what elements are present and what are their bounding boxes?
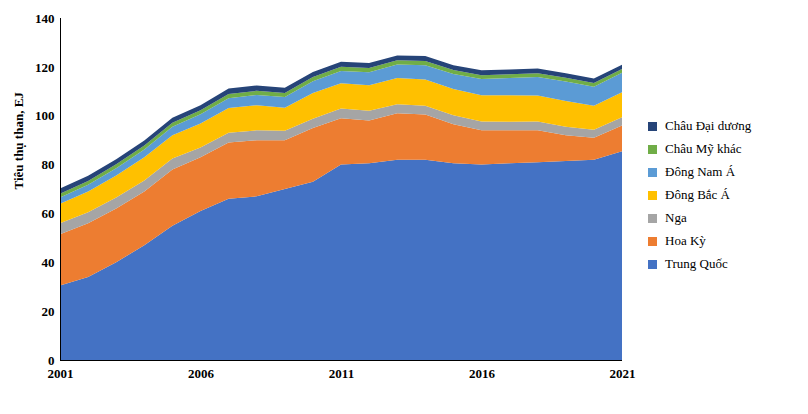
- html-text:Châu Đại dương: Châu Đại dương: [665, 118, 752, 133]
- svg-text:2011: 2011: [329, 366, 354, 381]
- svg-text:140: 140: [35, 11, 55, 26]
- svg-text:60: 60: [42, 206, 55, 221]
- svg-text:40: 40: [42, 255, 55, 270]
- html-text:Hoa Kỳ: Hoa Kỳ: [665, 233, 706, 248]
- svg-text:2016: 2016: [469, 366, 496, 381]
- svg-text:120: 120: [35, 60, 55, 75]
- svg-text:20: 20: [42, 304, 55, 319]
- svg-text:2021: 2021: [610, 366, 636, 381]
- html-text:Đông Bắc Á: Đông Bắc Á: [665, 187, 730, 202]
- html-text:Trung Quốc: Trung Quốc: [665, 256, 728, 271]
- svg-text:0: 0: [48, 352, 55, 368]
- html-text:Đông Nam Á: Đông Nam Á: [665, 164, 735, 179]
- svg-text:2001: 2001: [48, 366, 74, 381]
- html-text:Nga: Nga: [665, 210, 687, 225]
- svg-text:100: 100: [35, 108, 55, 123]
- svg-text:2006: 2006: [188, 366, 215, 381]
- svg-text:Tiêu thụ than, EJ: Tiêu thụ than, EJ: [11, 92, 26, 190]
- svg-text:80: 80: [42, 157, 55, 172]
- html-text:Châu Mỹ khác: Châu Mỹ khác: [665, 141, 742, 156]
